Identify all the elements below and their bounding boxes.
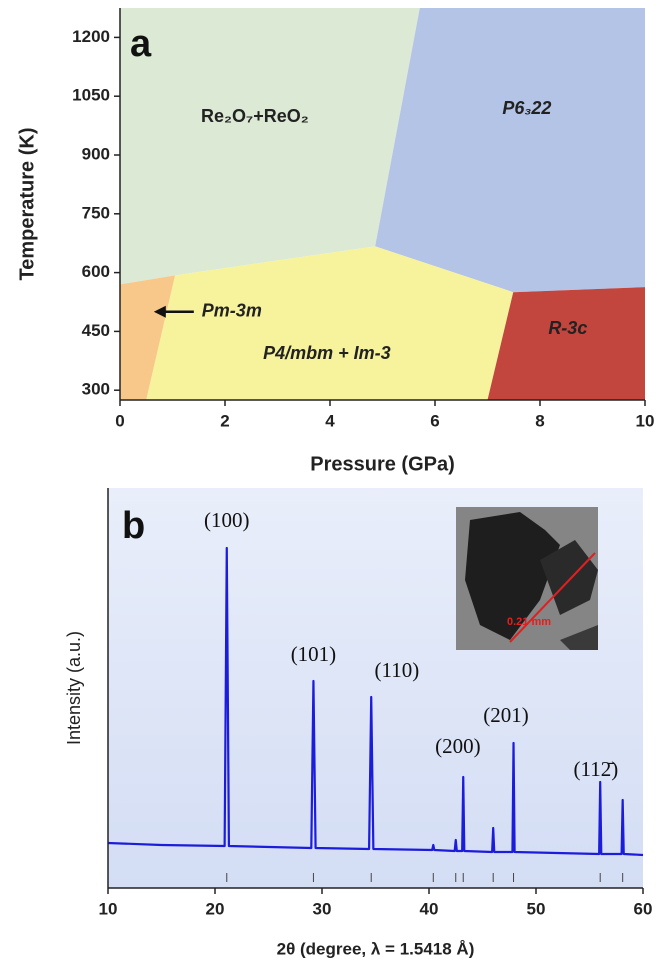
y-tick-label: 900	[82, 144, 110, 163]
phase-region	[487, 287, 645, 400]
region-label: Pm-3m	[202, 301, 262, 321]
peak-label: (200)	[435, 734, 481, 758]
y-axis-label: Temperature (K)	[16, 128, 38, 281]
x-tick-label: 10	[636, 411, 655, 430]
x-tick-label: 2	[220, 411, 229, 430]
pattern-line	[107, 546, 644, 857]
region-label: P4/mbm + Im-3	[263, 343, 391, 363]
region-label: R-3c	[548, 318, 587, 338]
x-tick-label: 4	[325, 411, 335, 430]
scale-label: 0.21 mm	[507, 616, 551, 628]
x-tick-label: 8	[535, 411, 544, 430]
peak-label: (101)	[291, 642, 337, 666]
x-tick-label: 60	[634, 899, 653, 918]
x-tick-label: 0	[115, 411, 124, 430]
arrow-head	[153, 305, 166, 318]
scale-line	[509, 552, 596, 643]
phase-region	[146, 246, 514, 400]
crystal	[560, 625, 598, 650]
x-axis-label: Pressure (GPa)	[310, 453, 455, 475]
panel-a: Re₂O₇+ReO₂ P6₃22 Pm-3m P4/mbm + Im-3 R-3c 0 2 4…	[16, 8, 654, 475]
x-tick-label: 20	[206, 899, 225, 918]
panel-letter: a	[130, 23, 152, 65]
phase-region	[120, 275, 176, 400]
y-tick-label: 750	[82, 203, 110, 222]
phase-region	[120, 8, 420, 285]
peak-label: (201)	[483, 703, 529, 727]
x-tick-label: 6	[430, 411, 439, 430]
y-tick-label: 450	[82, 321, 110, 340]
region-label: P6₃22	[502, 98, 551, 118]
y-axis-label: Intensity (a.u.)	[64, 631, 84, 745]
y-tick-label: 600	[82, 262, 110, 281]
x-tick-label: 30	[313, 899, 332, 918]
x-tick-label: 40	[420, 899, 439, 918]
panel-b: (100) (101) (110) (200)(201) (112̄) 10 20 30 40 5…	[64, 488, 653, 958]
y-tick-label: 300	[82, 380, 110, 399]
peak-label: (100)	[204, 508, 250, 532]
crystal	[465, 512, 560, 640]
x-tick-label: 10	[99, 899, 118, 918]
y-tick-label: 1050	[72, 86, 110, 105]
peak-label: (112̄)	[574, 757, 619, 781]
phase-region	[375, 8, 645, 293]
x-tick-label: 50	[527, 899, 546, 918]
y-tick-label: 1200	[72, 27, 110, 46]
peak-label: (110)	[375, 658, 420, 682]
inset-photo: 0.21 mm	[456, 507, 598, 650]
panel-letter: b	[122, 505, 145, 547]
region-label: Re₂O₇+ReO₂	[201, 106, 309, 126]
x-axis-label: 2θ (degree, λ = 1.5418 Å)	[277, 939, 475, 958]
